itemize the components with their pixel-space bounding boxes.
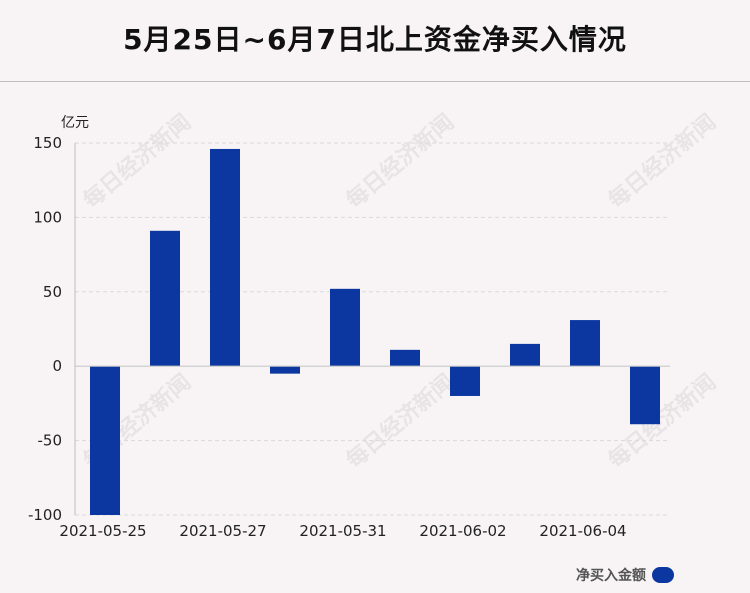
y-tick-label: 100 [33, 208, 62, 226]
bar [570, 320, 600, 367]
y-tick-label: 50 [43, 283, 62, 301]
bar [450, 366, 480, 396]
y-tick-label: 0 [52, 357, 62, 375]
bar [510, 343, 540, 367]
y-tick-label: -100 [28, 506, 62, 524]
legend: 净买入金额 [576, 565, 674, 585]
bar [630, 366, 660, 425]
chart-title: 5月25日~6月7日北上资金净买入情况 [123, 23, 627, 56]
legend-swatch [652, 567, 674, 583]
y-tick-label: -50 [38, 432, 63, 450]
y-axis-unit: 亿元 [61, 115, 89, 131]
bar [90, 366, 120, 515]
x-tick-label: 2021-06-02 [419, 522, 506, 540]
bar [210, 148, 240, 367]
bar [150, 230, 180, 367]
title-divider [0, 81, 750, 82]
x-tick-label: 2021-05-31 [299, 522, 386, 540]
bar [390, 349, 420, 367]
y-tick-label: 150 [33, 134, 62, 152]
x-tick-label: 2021-06-04 [539, 522, 626, 540]
x-tick-label: 2021-05-27 [179, 522, 266, 540]
x-tick-label: 2021-05-25 [59, 522, 146, 540]
bar [270, 366, 300, 374]
legend-label: 净买入金额 [576, 568, 646, 584]
bar [330, 288, 360, 367]
